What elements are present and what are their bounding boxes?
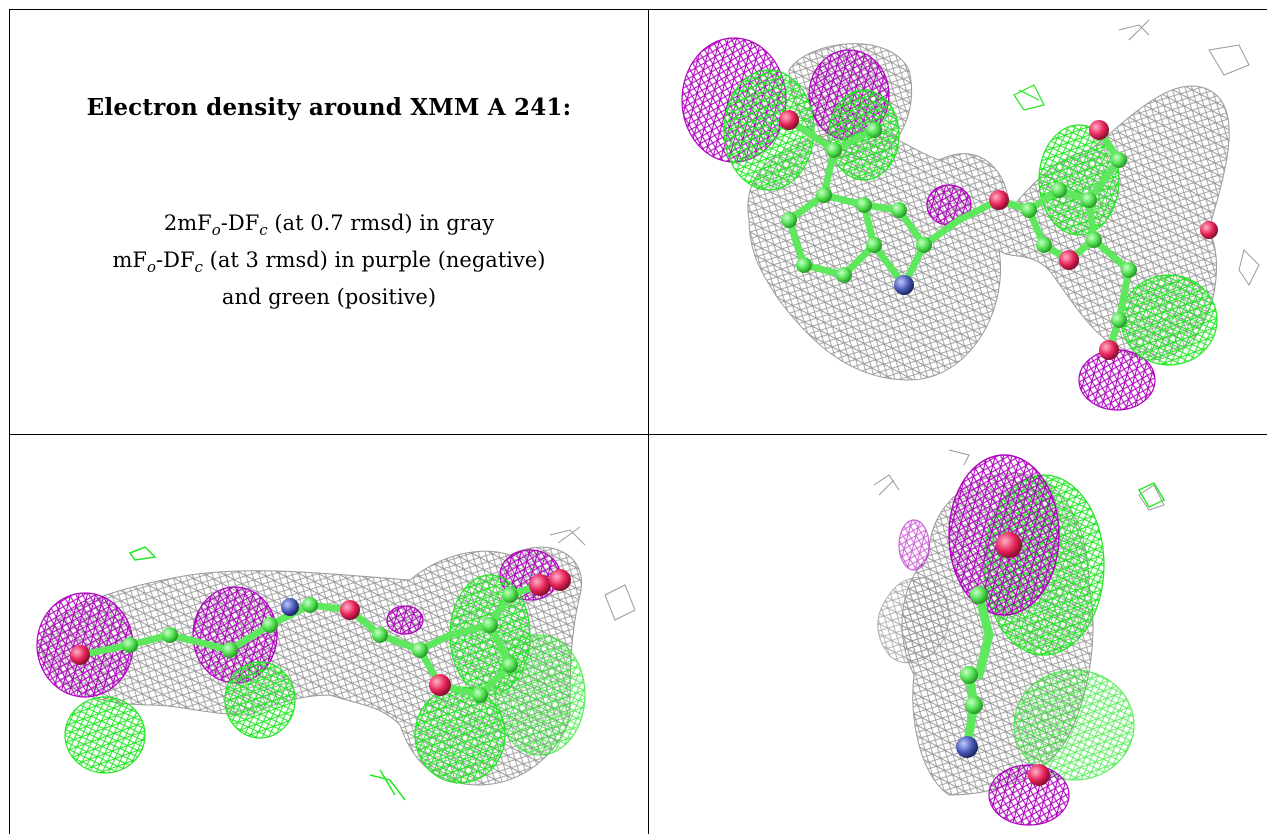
ligand-atoms [779,110,1218,360]
ligand-atoms [70,569,571,703]
green-density-fragment [1138,482,1165,508]
legend-sub: o [147,258,157,277]
legend-sub: o [211,221,221,240]
green-density-mesh [723,69,815,191]
green-density-mesh [414,686,506,784]
legend-line-colors: and green (positive) [221,285,437,310]
legend-text: 2mF [163,211,212,235]
figure-title: Electron density around XMM A 241: [86,94,572,121]
gray-density-fragment [873,449,1165,511]
legend-line-2fofc: 2mFo-DFc (at 0.7 rmsd) in gray [113,208,546,245]
legend-text: mF [112,248,147,273]
caption-cell: Electron density around XMM A 241: 2mFo-… [10,10,648,434]
density-render-top-right [681,19,1260,411]
density-render-bottom-right [873,449,1165,826]
table-border-left [9,9,10,834]
gray-density-fragment [1118,19,1260,286]
table-border-mid [9,434,1267,435]
green-density-fragment [1013,84,1045,111]
gray-density-fragment [549,526,636,621]
legend-text: (at 3 rmsd) in purple (negative) [202,248,546,273]
legend-text: -DF [220,211,260,235]
legend-sub: c [259,221,268,240]
green-density-mesh [1120,274,1218,366]
legend-text: -DF [156,248,195,273]
purple-density-mesh [988,764,1070,826]
legend-text: (at 0.7 rmsd) in gray [267,211,495,235]
gray-density-mesh [877,577,950,664]
figure-table: Electron density around XMM A 241: 2mFo-… [9,9,1267,834]
figure-legend: 2mFo-DFc (at 0.7 rmsd) in gray mFo-DFc (… [113,208,546,312]
legend-line-fofc: mFo-DFc (at 3 rmsd) in purple (negative) [113,245,546,282]
view-bottom-left [10,435,648,834]
purple-density-mesh [898,519,930,571]
view-bottom-right [649,435,1267,834]
legend-sub: c [194,258,203,277]
purple-density-mesh [386,605,424,635]
ligand-atoms [956,532,1050,786]
green-density-mesh [1013,669,1135,781]
view-top-right [649,10,1267,434]
green-density-fragment [128,546,406,801]
green-density-mesh [1038,124,1120,236]
density-render-bottom-left [36,526,636,801]
purple-density-mesh [1078,349,1156,411]
table-border-middle [648,9,649,834]
table-border-top-right [649,9,1267,10]
green-density-mesh [64,696,146,774]
table-border-top [9,9,649,10]
green-density-mesh [224,661,296,739]
